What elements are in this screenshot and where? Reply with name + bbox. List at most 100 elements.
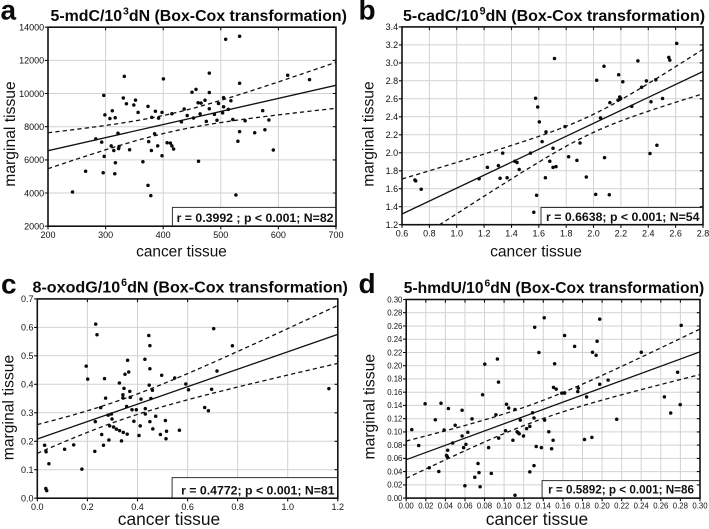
svg-text:1.4: 1.4 <box>386 202 399 212</box>
svg-text:r = 0.5892; p < 0.001; N=86: r = 0.5892; p < 0.001; N=86 <box>548 484 694 497</box>
svg-text:0.04: 0.04 <box>438 502 454 511</box>
svg-text:0.4: 0.4 <box>131 502 144 512</box>
svg-text:0.02: 0.02 <box>387 481 402 490</box>
svg-text:1.8: 1.8 <box>560 228 573 238</box>
svg-text:cancer tissue: cancer tissue <box>118 509 220 529</box>
svg-text:0.00: 0.00 <box>399 502 415 511</box>
svg-text:0.24: 0.24 <box>387 335 403 344</box>
svg-text:0.4: 0.4 <box>21 380 34 390</box>
svg-text:300: 300 <box>98 230 113 240</box>
svg-text:0.16: 0.16 <box>387 388 402 397</box>
svg-text:0.30: 0.30 <box>387 295 403 304</box>
svg-text:marginal tissue: marginal tissue <box>0 354 17 460</box>
svg-text:cancer tissue: cancer tissue <box>490 243 582 260</box>
svg-text:3.2: 3.2 <box>386 40 399 50</box>
svg-text:0.0: 0.0 <box>21 493 34 503</box>
svg-text:3.0: 3.0 <box>386 58 399 68</box>
svg-text:600: 600 <box>271 230 286 240</box>
svg-text:2.2: 2.2 <box>615 228 628 238</box>
svg-text:8000: 8000 <box>24 122 44 132</box>
svg-text:0.26: 0.26 <box>653 502 668 511</box>
svg-text:10000: 10000 <box>19 89 44 99</box>
svg-text:0.5: 0.5 <box>21 351 34 361</box>
svg-text:marginal tissue: marginal tissue <box>361 81 378 187</box>
svg-text:2000: 2000 <box>24 221 44 231</box>
svg-text:0.30: 0.30 <box>692 502 708 511</box>
svg-text:5-hmdU/106dN (Box-Cox transfor: 5-hmdU/106dN (Box-Cox transformation) <box>404 279 704 298</box>
svg-text:cancer tissue: cancer tissue <box>486 509 588 529</box>
svg-text:200: 200 <box>40 230 55 240</box>
svg-text:3.4: 3.4 <box>386 22 399 32</box>
svg-text:0.04: 0.04 <box>387 467 403 476</box>
svg-text:2.4: 2.4 <box>642 228 655 238</box>
svg-text:0.28: 0.28 <box>387 309 402 318</box>
svg-text:0.02: 0.02 <box>418 502 433 511</box>
svg-text:1.2: 1.2 <box>386 220 399 230</box>
svg-text:6000: 6000 <box>24 155 44 165</box>
svg-text:500: 500 <box>213 230 228 240</box>
svg-text:8-oxodG/106dN (Box-Cox transfo: 8-oxodG/106dN (Box-Cox transformation) <box>33 277 348 297</box>
svg-text:1.0: 1.0 <box>450 228 463 238</box>
svg-text:0.2: 0.2 <box>81 502 94 512</box>
svg-text:400: 400 <box>156 230 171 240</box>
svg-text:0.14: 0.14 <box>387 401 403 410</box>
svg-text:700: 700 <box>328 230 343 240</box>
svg-text:0.8: 0.8 <box>231 502 244 512</box>
svg-text:0.18: 0.18 <box>387 375 402 384</box>
svg-text:marginal tissue: marginal tissue <box>362 354 379 460</box>
svg-text:0.14: 0.14 <box>536 502 552 511</box>
svg-text:2.6: 2.6 <box>386 94 399 104</box>
svg-text:r = 0.6638; p < 0.001; N=54: r = 0.6638; p < 0.001; N=54 <box>546 210 700 224</box>
svg-text:0.6: 0.6 <box>396 228 409 238</box>
svg-text:0.06: 0.06 <box>387 454 402 463</box>
svg-text:2.6: 2.6 <box>669 228 682 238</box>
svg-text:0.08: 0.08 <box>477 502 492 511</box>
svg-text:12000: 12000 <box>19 56 44 66</box>
svg-text:0.6: 0.6 <box>21 323 34 333</box>
svg-text:5-cadC/109dN (Box-Cox transfor: 5-cadC/109dN (Box-Cox transformation) <box>403 6 705 26</box>
svg-text:0.18: 0.18 <box>575 502 590 511</box>
svg-text:b: b <box>359 0 376 26</box>
svg-text:marginal tissue: marginal tissue <box>2 81 19 187</box>
svg-text:r = 0.3992 ; p < 0.001; N=82: r = 0.3992 ; p < 0.001; N=82 <box>177 211 334 225</box>
svg-text:14000: 14000 <box>19 22 44 32</box>
svg-text:0.26: 0.26 <box>387 322 402 331</box>
svg-text:r = 0.4772; p < 0.001; N=81: r = 0.4772; p < 0.001; N=81 <box>181 483 335 497</box>
svg-text:2.8: 2.8 <box>697 228 709 238</box>
svg-text:0.16: 0.16 <box>555 502 570 511</box>
svg-text:0.06: 0.06 <box>457 502 472 511</box>
svg-text:1.2: 1.2 <box>478 228 491 238</box>
svg-text:0.6: 0.6 <box>181 502 194 512</box>
svg-text:0.28: 0.28 <box>673 502 688 511</box>
svg-text:0.24: 0.24 <box>634 502 650 511</box>
svg-text:1.8: 1.8 <box>386 166 399 176</box>
svg-text:0.08: 0.08 <box>387 441 402 450</box>
svg-text:5-mdC/103dN (Box-Cox transform: 5-mdC/103dN (Box-Cox transformation) <box>51 6 347 26</box>
svg-text:0.8: 0.8 <box>423 228 436 238</box>
svg-text:0.10: 0.10 <box>387 428 403 437</box>
svg-text:2.0: 2.0 <box>587 228 600 238</box>
svg-text:0.12: 0.12 <box>387 415 402 424</box>
svg-text:2.4: 2.4 <box>386 112 399 122</box>
svg-text:2.8: 2.8 <box>386 76 399 86</box>
svg-text:1.0: 1.0 <box>281 502 294 512</box>
svg-text:2.0: 2.0 <box>386 148 399 158</box>
svg-text:1.6: 1.6 <box>386 184 399 194</box>
svg-text:0.1: 0.1 <box>21 465 34 475</box>
svg-text:0.12: 0.12 <box>516 502 531 511</box>
svg-text:0.20: 0.20 <box>595 502 611 511</box>
svg-text:0.00: 0.00 <box>387 494 403 503</box>
svg-text:0.3: 0.3 <box>21 408 34 418</box>
svg-text:0.10: 0.10 <box>497 502 513 511</box>
svg-text:0.7: 0.7 <box>21 294 34 304</box>
svg-text:1.4: 1.4 <box>505 228 518 238</box>
svg-text:0.2: 0.2 <box>21 437 34 447</box>
svg-text:cancer tissue: cancer tissue <box>136 243 227 260</box>
svg-text:2.2: 2.2 <box>386 130 399 140</box>
svg-text:0.22: 0.22 <box>614 502 629 511</box>
svg-text:0.0: 0.0 <box>31 502 44 512</box>
svg-text:a: a <box>1 0 17 26</box>
svg-text:0.22: 0.22 <box>387 348 402 357</box>
svg-text:d: d <box>359 268 376 299</box>
svg-text:4000: 4000 <box>24 188 44 198</box>
